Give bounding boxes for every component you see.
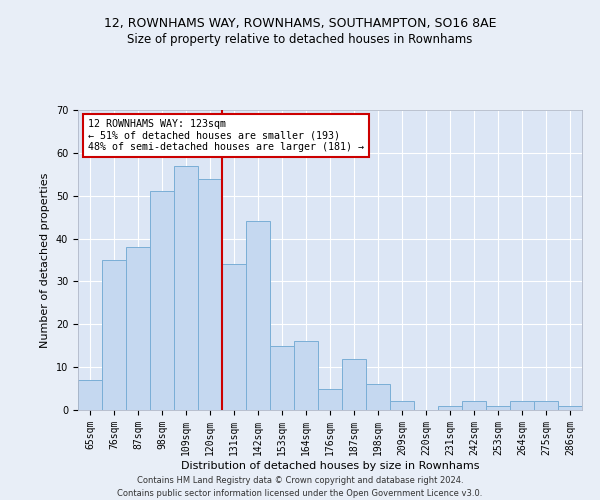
Bar	[102, 260, 126, 410]
Bar	[150, 192, 174, 410]
Bar	[558, 406, 582, 410]
Text: Size of property relative to detached houses in Rownhams: Size of property relative to detached ho…	[127, 32, 473, 46]
Y-axis label: Number of detached properties: Number of detached properties	[40, 172, 50, 348]
Bar	[174, 166, 198, 410]
Bar	[198, 178, 222, 410]
Bar	[390, 402, 414, 410]
Bar	[294, 342, 318, 410]
Bar	[462, 402, 486, 410]
Bar	[510, 402, 534, 410]
Bar	[366, 384, 390, 410]
Bar	[246, 222, 270, 410]
Bar	[222, 264, 246, 410]
Bar	[126, 247, 150, 410]
Text: 12 ROWNHAMS WAY: 123sqm
← 51% of detached houses are smaller (193)
48% of semi-d: 12 ROWNHAMS WAY: 123sqm ← 51% of detache…	[88, 119, 364, 152]
Bar	[534, 402, 558, 410]
Text: 12, ROWNHAMS WAY, ROWNHAMS, SOUTHAMPTON, SO16 8AE: 12, ROWNHAMS WAY, ROWNHAMS, SOUTHAMPTON,…	[104, 18, 496, 30]
X-axis label: Distribution of detached houses by size in Rownhams: Distribution of detached houses by size …	[181, 460, 479, 470]
Bar	[486, 406, 510, 410]
Bar	[270, 346, 294, 410]
Bar	[342, 358, 366, 410]
Bar	[78, 380, 102, 410]
Text: Contains HM Land Registry data © Crown copyright and database right 2024.
Contai: Contains HM Land Registry data © Crown c…	[118, 476, 482, 498]
Bar	[318, 388, 342, 410]
Bar	[438, 406, 462, 410]
